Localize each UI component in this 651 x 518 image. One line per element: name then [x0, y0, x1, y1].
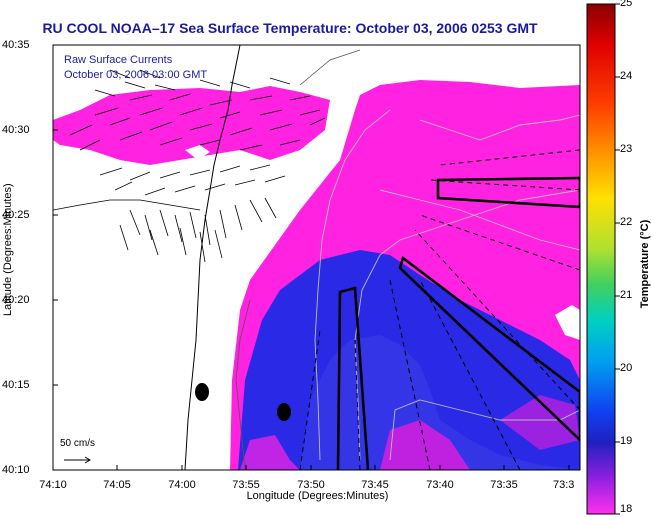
station-marker [195, 383, 209, 401]
y-tick-label: 40:25 [2, 209, 30, 221]
x-tick-label: 74:05 [103, 479, 131, 491]
scale-arrow [64, 456, 91, 464]
x-tick-label: 73:55 [232, 479, 260, 491]
colorbar [586, 3, 616, 515]
x-axis-label: Longitude (Degrees:Minutes) [246, 490, 389, 502]
y-tick-label: 40:20 [2, 294, 30, 306]
y-tick-label: 40:10 [2, 464, 30, 476]
colorbar-tick-label: 25 [620, 0, 633, 9]
x-tick-label: 73:45 [361, 479, 389, 491]
x-tick-label: 74:00 [168, 479, 196, 491]
scale-bar-label: 50 cm/s [60, 438, 96, 449]
y-tick-label: 40:30 [2, 124, 30, 136]
x-tick-label: 73:3 [553, 479, 575, 491]
x-tick-label: 73:50 [297, 479, 325, 491]
y-tick-label: 40:15 [2, 379, 30, 391]
station-marker [277, 403, 291, 421]
coastline [184, 45, 241, 470]
x-tick-label: 74:10 [39, 479, 67, 491]
colorbar-tick-label: 24 [620, 70, 633, 82]
colorbar-tick-label: 18 [620, 503, 633, 515]
colorbar-tick-label: 19 [620, 435, 633, 447]
colorbar-tick-label: 22 [620, 216, 633, 228]
legend-line-1: Raw Surface Currents [64, 54, 173, 66]
x-tick-label: 73:35 [490, 479, 518, 491]
y-tick-label: 40:35 [2, 39, 30, 51]
x-tick-label: 73:40 [426, 479, 454, 491]
colorbar-label: Temperature (°C) [639, 219, 651, 309]
colorbar-tick-label: 21 [620, 289, 633, 301]
colorbar-tick-label: 20 [620, 362, 633, 374]
current-vectors [69, 69, 326, 263]
colorbar-tick-label: 23 [620, 143, 633, 155]
map-title: RU COOL NOAA–17 Sea Surface Temperature:… [42, 20, 538, 36]
legend-line-2: October 03, 2006 03:00 GMT [64, 69, 208, 81]
